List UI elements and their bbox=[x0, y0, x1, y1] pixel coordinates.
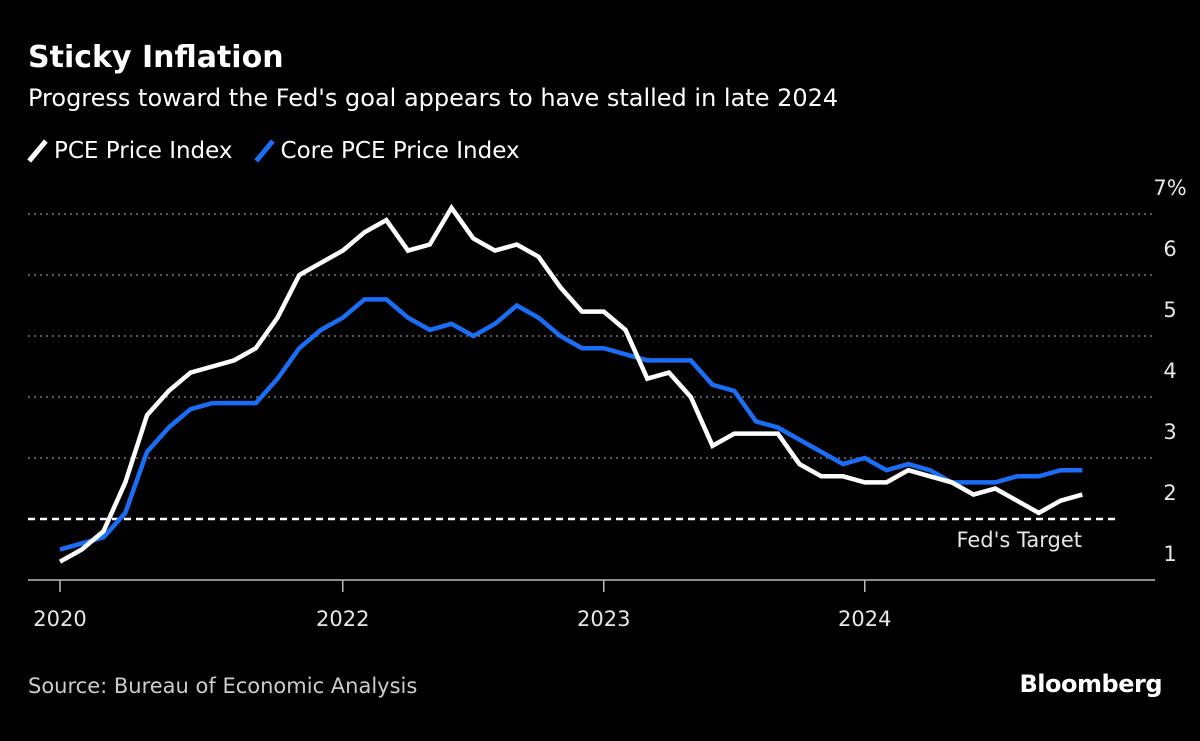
y-tick-label: 6 bbox=[1163, 237, 1176, 261]
y-tick-label: 5 bbox=[1163, 298, 1176, 322]
y-tick-label: 1 bbox=[1163, 542, 1176, 566]
chart-subtitle: Progress toward the Fed's goal appears t… bbox=[28, 84, 839, 112]
y-tick-label: 7% bbox=[1153, 176, 1186, 200]
y-tick-label: 4 bbox=[1163, 359, 1176, 383]
legend-item-pce: PCE Price Index bbox=[28, 138, 233, 164]
source-note: Source: Bureau of Economic Analysis bbox=[28, 674, 418, 698]
series-line-pce bbox=[58, 203, 1083, 564]
fed-target-label: Fed's Target bbox=[956, 528, 1082, 552]
legend-label-pce: PCE Price Index bbox=[54, 138, 233, 164]
legend-label-core: Core PCE Price Index bbox=[280, 138, 520, 164]
x-tick-label: 2020 bbox=[33, 607, 86, 631]
bloomberg-logo: Bloomberg bbox=[1019, 670, 1163, 698]
legend: PCE Price Index Core PCE Price Index bbox=[28, 138, 520, 164]
chart-title: Sticky Inflation bbox=[28, 40, 284, 75]
y-tick-label: 2 bbox=[1163, 481, 1176, 505]
series-line-core-pce bbox=[59, 297, 1083, 552]
x-tick-label: 2023 bbox=[577, 607, 630, 631]
legend-item-core: Core PCE Price Index bbox=[255, 138, 520, 164]
x-tick-label: 2022 bbox=[316, 607, 369, 631]
x-tick-label: 2024 bbox=[838, 607, 891, 631]
y-tick-label: 3 bbox=[1163, 420, 1176, 444]
